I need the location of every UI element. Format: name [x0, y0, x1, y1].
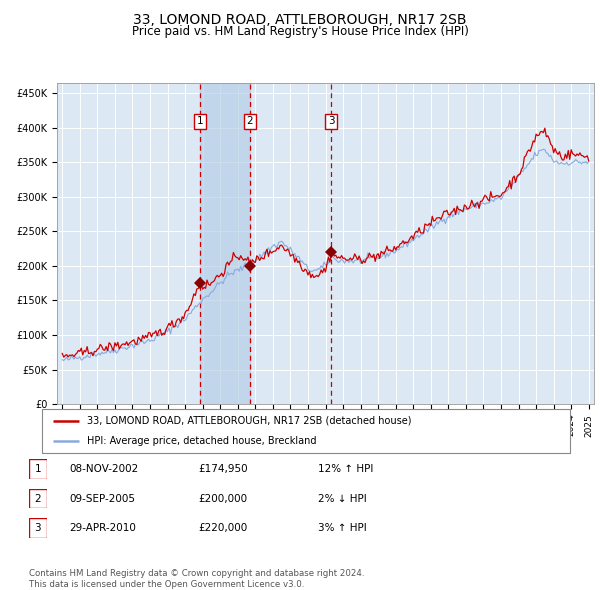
Text: £220,000: £220,000	[198, 523, 247, 533]
Text: Contains HM Land Registry data © Crown copyright and database right 2024.
This d: Contains HM Land Registry data © Crown c…	[29, 569, 364, 589]
FancyBboxPatch shape	[29, 459, 47, 479]
FancyBboxPatch shape	[29, 489, 47, 508]
Bar	[200, 83, 250, 404]
Text: 3: 3	[328, 116, 335, 126]
Text: 29-APR-2010: 29-APR-2010	[69, 523, 136, 533]
Text: 2: 2	[34, 494, 41, 503]
Text: 33, LOMOND ROAD, ATTLEBOROUGH, NR17 2SB: 33, LOMOND ROAD, ATTLEBOROUGH, NR17 2SB	[133, 13, 467, 27]
Text: 2% ↓ HPI: 2% ↓ HPI	[318, 494, 367, 503]
Text: 2: 2	[247, 116, 253, 126]
Text: £174,950: £174,950	[198, 464, 248, 474]
FancyBboxPatch shape	[42, 409, 570, 453]
Text: £200,000: £200,000	[198, 494, 247, 503]
FancyBboxPatch shape	[29, 519, 47, 538]
Text: 12% ↑ HPI: 12% ↑ HPI	[318, 464, 373, 474]
Text: 3: 3	[34, 523, 41, 533]
Text: 3% ↑ HPI: 3% ↑ HPI	[318, 523, 367, 533]
Text: 1: 1	[34, 464, 41, 474]
Text: 33, LOMOND ROAD, ATTLEBOROUGH, NR17 2SB (detached house): 33, LOMOND ROAD, ATTLEBOROUGH, NR17 2SB …	[87, 416, 412, 426]
Text: 1: 1	[197, 116, 203, 126]
Text: 09-SEP-2005: 09-SEP-2005	[69, 494, 135, 503]
Text: HPI: Average price, detached house, Breckland: HPI: Average price, detached house, Brec…	[87, 436, 316, 446]
Text: 08-NOV-2002: 08-NOV-2002	[69, 464, 138, 474]
Text: Price paid vs. HM Land Registry's House Price Index (HPI): Price paid vs. HM Land Registry's House …	[131, 25, 469, 38]
